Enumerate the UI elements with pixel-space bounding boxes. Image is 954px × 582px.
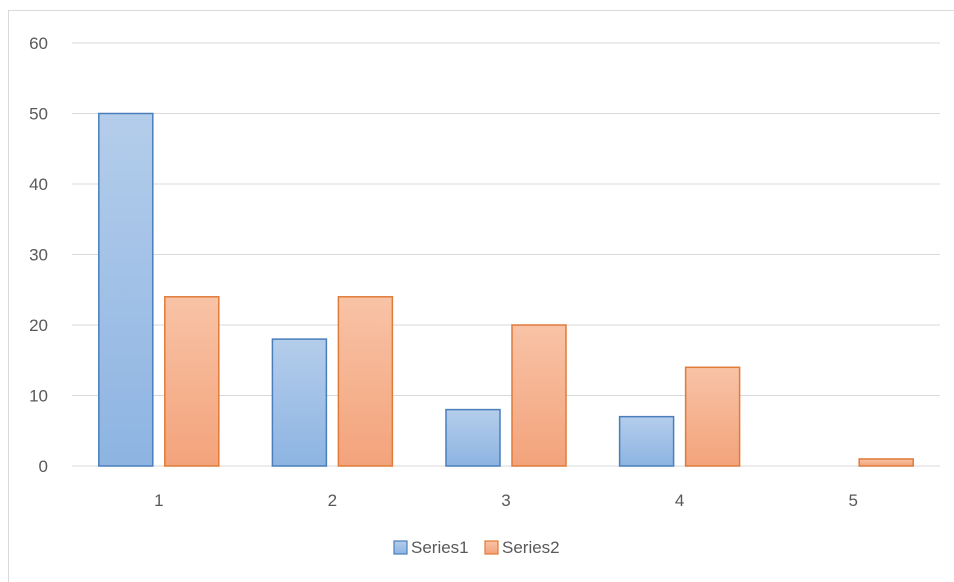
x-axis-ticks: 1 2 3 4 5 bbox=[154, 491, 858, 510]
bar-series1-4 bbox=[618, 415, 675, 467]
chart-frame bbox=[8, 10, 954, 582]
bar-series2-1 bbox=[164, 296, 220, 467]
bar-series2-3 bbox=[511, 324, 567, 467]
bar-series2-2 bbox=[337, 296, 394, 467]
y-tick-label: 50 bbox=[29, 105, 48, 124]
bar-series2-4 bbox=[684, 366, 741, 467]
y-tick-label: 60 bbox=[29, 34, 48, 53]
legend-swatch-series2 bbox=[484, 540, 499, 555]
legend-label-series1: Series1 bbox=[411, 538, 469, 557]
bars bbox=[98, 112, 914, 467]
x-tick-label: 1 bbox=[154, 491, 163, 510]
legend-swatch-series1 bbox=[393, 540, 408, 555]
legend: Series1 Series2 bbox=[393, 538, 560, 557]
y-axis-ticks: 0 10 20 30 40 50 60 bbox=[29, 34, 48, 476]
y-tick-label: 40 bbox=[29, 175, 48, 194]
bar-series2-5 bbox=[858, 458, 914, 467]
gridlines bbox=[72, 42, 940, 467]
x-tick-label: 2 bbox=[328, 491, 337, 510]
bar-series1-2 bbox=[271, 338, 328, 467]
bar-series1-3 bbox=[445, 408, 501, 467]
x-tick-label: 5 bbox=[848, 491, 857, 510]
y-tick-label: 20 bbox=[29, 316, 48, 335]
y-tick-label: 0 bbox=[39, 457, 48, 476]
y-tick-label: 10 bbox=[29, 387, 48, 406]
bar-series1-1 bbox=[98, 112, 154, 467]
legend-label-series2: Series2 bbox=[502, 538, 560, 557]
x-tick-label: 4 bbox=[675, 491, 684, 510]
y-tick-label: 30 bbox=[29, 246, 48, 265]
x-tick-label: 3 bbox=[501, 491, 510, 510]
